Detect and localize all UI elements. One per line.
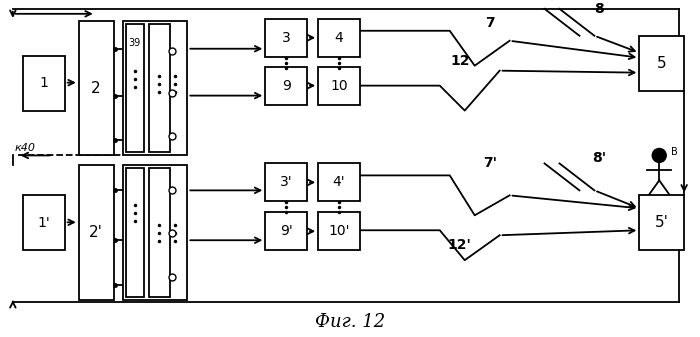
Bar xyxy=(122,21,188,155)
Bar xyxy=(265,67,307,104)
Text: 4': 4' xyxy=(332,175,345,189)
Bar xyxy=(318,163,360,201)
Text: 4: 4 xyxy=(335,31,344,45)
Text: 5': 5' xyxy=(654,215,668,230)
Text: 9: 9 xyxy=(281,79,290,93)
Text: 2: 2 xyxy=(91,81,101,96)
Bar xyxy=(78,21,113,155)
Text: 8': 8' xyxy=(592,151,606,165)
Text: 8: 8 xyxy=(594,2,604,16)
Text: 12': 12' xyxy=(448,238,472,252)
Bar xyxy=(23,56,64,111)
Text: 12: 12 xyxy=(450,54,470,68)
Circle shape xyxy=(652,149,666,162)
Bar xyxy=(265,19,307,57)
Bar xyxy=(125,168,144,297)
Text: Фиг. 12: Фиг. 12 xyxy=(315,313,385,331)
Text: 1: 1 xyxy=(39,76,48,90)
Text: 3': 3' xyxy=(280,175,293,189)
Bar xyxy=(125,24,144,152)
Bar xyxy=(265,163,307,201)
Text: 9': 9' xyxy=(280,224,293,238)
Bar xyxy=(265,212,307,250)
Text: 10: 10 xyxy=(330,79,348,93)
Bar xyxy=(78,165,113,300)
Text: 3: 3 xyxy=(282,31,290,45)
Bar xyxy=(148,24,170,152)
Text: к40: к40 xyxy=(15,144,36,153)
Text: 7: 7 xyxy=(485,16,494,30)
Bar xyxy=(23,195,64,250)
Bar xyxy=(639,36,684,91)
Bar xyxy=(122,165,188,300)
Bar xyxy=(148,168,170,297)
Text: 7': 7' xyxy=(483,156,497,171)
Text: 10': 10' xyxy=(328,224,350,238)
Bar xyxy=(318,67,360,104)
Text: 1': 1' xyxy=(37,216,50,230)
Text: 5: 5 xyxy=(657,56,666,71)
Bar xyxy=(318,212,360,250)
Bar xyxy=(639,195,684,250)
Text: B: B xyxy=(671,148,678,157)
Bar xyxy=(318,19,360,57)
Text: 2': 2' xyxy=(89,225,103,240)
Text: 39: 39 xyxy=(128,38,141,48)
